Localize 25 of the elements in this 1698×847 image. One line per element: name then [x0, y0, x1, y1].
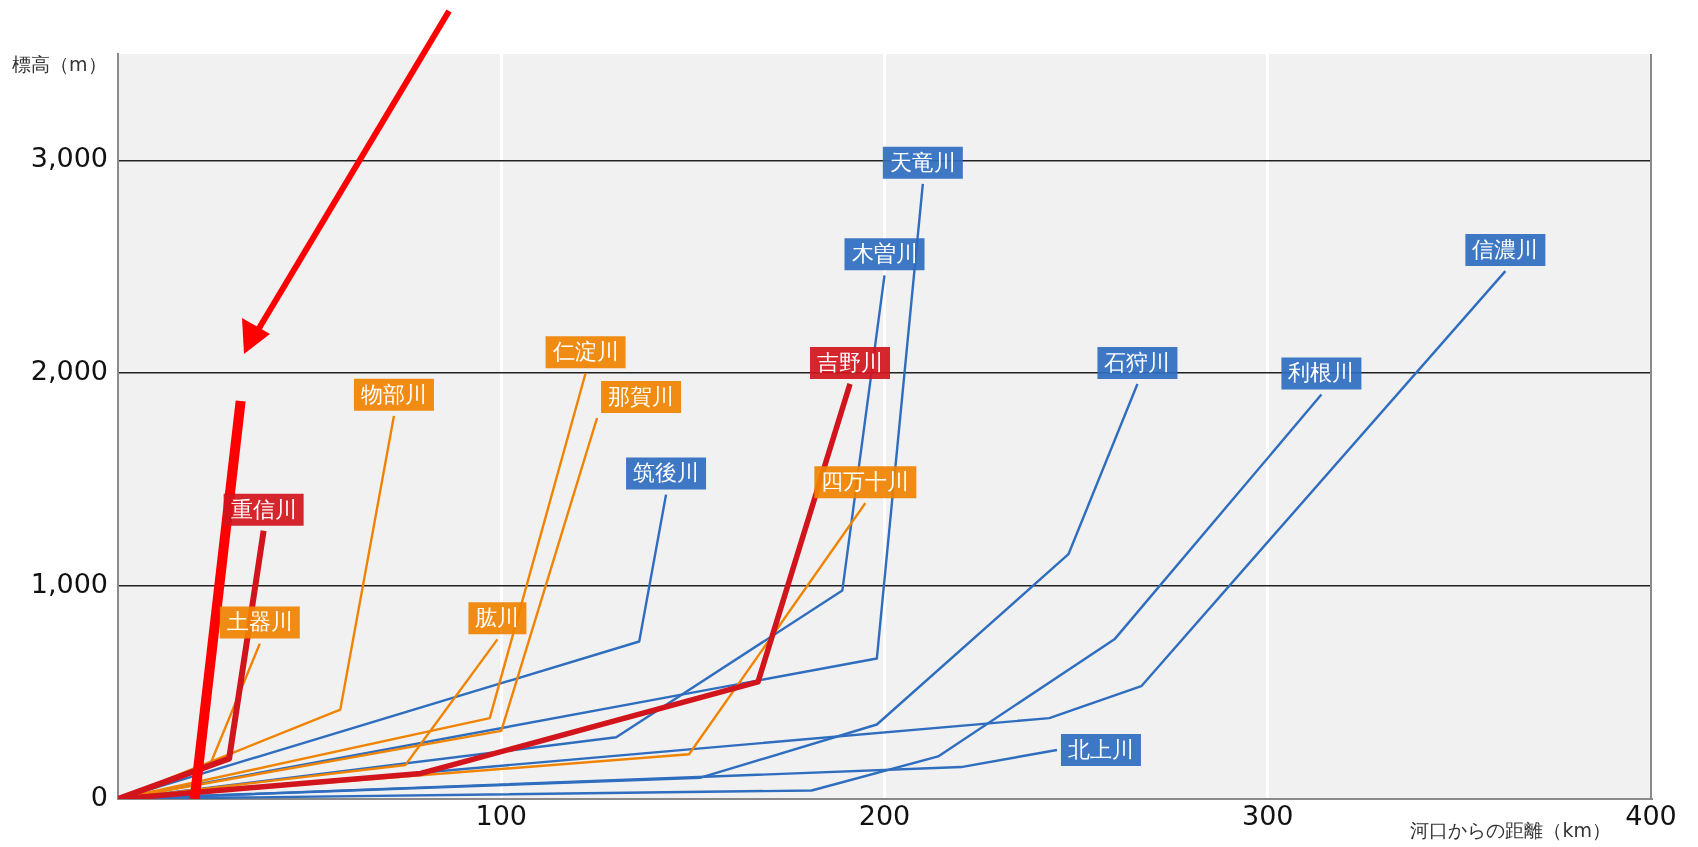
series-label: 仁淀川: [551, 339, 619, 364]
series-label: 重信川: [230, 496, 297, 522]
series-label: 土器川: [226, 609, 293, 635]
series-label: 肱川: [475, 605, 520, 631]
x-tick-label: 300: [1241, 800, 1294, 832]
series-label: 吉野川: [817, 349, 884, 375]
y-tick-label: 1,000: [30, 568, 108, 600]
series-label: 利根川: [1288, 360, 1355, 386]
series-label: 天竜川: [889, 149, 956, 175]
x-tick-label: 400: [1625, 800, 1677, 832]
series-label: 物部川: [360, 381, 427, 407]
series-label: 木曽川: [851, 241, 918, 267]
y-axis-title: 標高（m）: [12, 52, 107, 75]
series-label: 筑後川: [633, 460, 700, 486]
series-label: 那賀川: [608, 383, 675, 409]
y-tick-label: 2,000: [30, 355, 108, 387]
series-label: 北上川: [1067, 736, 1134, 762]
series-label: 石狩川: [1104, 349, 1171, 375]
y-tick-label: 0: [90, 781, 108, 813]
y-tick-label: 3,000: [30, 142, 108, 174]
series-label: 四万十川: [821, 468, 910, 494]
series-label: 信濃川: [1472, 236, 1539, 262]
x-tick-label: 100: [475, 800, 528, 832]
x-axis-title: 河口からの距離（km）: [1410, 818, 1611, 841]
x-tick-label: 200: [858, 800, 911, 832]
